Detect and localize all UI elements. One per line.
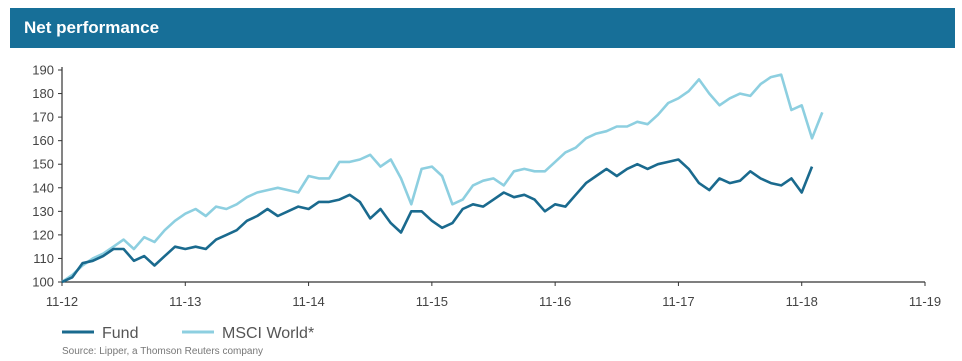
x-tick-label: 11-15 [416, 294, 448, 309]
legend-msci-world-label: MSCI World* [222, 325, 314, 342]
y-tick-label: 110 [33, 251, 54, 266]
x-tick-label: 11-14 [292, 294, 324, 309]
x-tick-label: 11-19 [909, 294, 941, 309]
x-tick-label: 11-16 [539, 294, 571, 309]
msci-world-series-line [61, 73, 824, 284]
source-note: Source: Lipper, a Thomson Reuters compan… [62, 346, 264, 357]
fund-series-line [61, 158, 814, 284]
x-tick-label: 11-12 [46, 294, 78, 309]
chart-title: Net performance [24, 18, 160, 37]
y-tick-label: 140 [32, 180, 54, 195]
y-tick-label: 190 [32, 63, 54, 78]
y-tick-label: 130 [32, 204, 54, 219]
y-tick-label: 150 [32, 157, 54, 172]
x-tick-label: 11-17 [662, 294, 694, 309]
x-tick-label: 11-18 [786, 294, 818, 309]
x-tick-label: 11-13 [169, 294, 201, 309]
y-tick-label: 180 [32, 86, 54, 101]
y-tick-label: 100 [32, 275, 54, 290]
y-tick-label: 120 [32, 227, 54, 242]
legend-fund-label: Fund [102, 325, 138, 342]
y-tick-label: 170 [32, 110, 54, 125]
y-tick-label: 160 [32, 133, 54, 148]
chart-header-bar: Net performance [10, 8, 955, 48]
